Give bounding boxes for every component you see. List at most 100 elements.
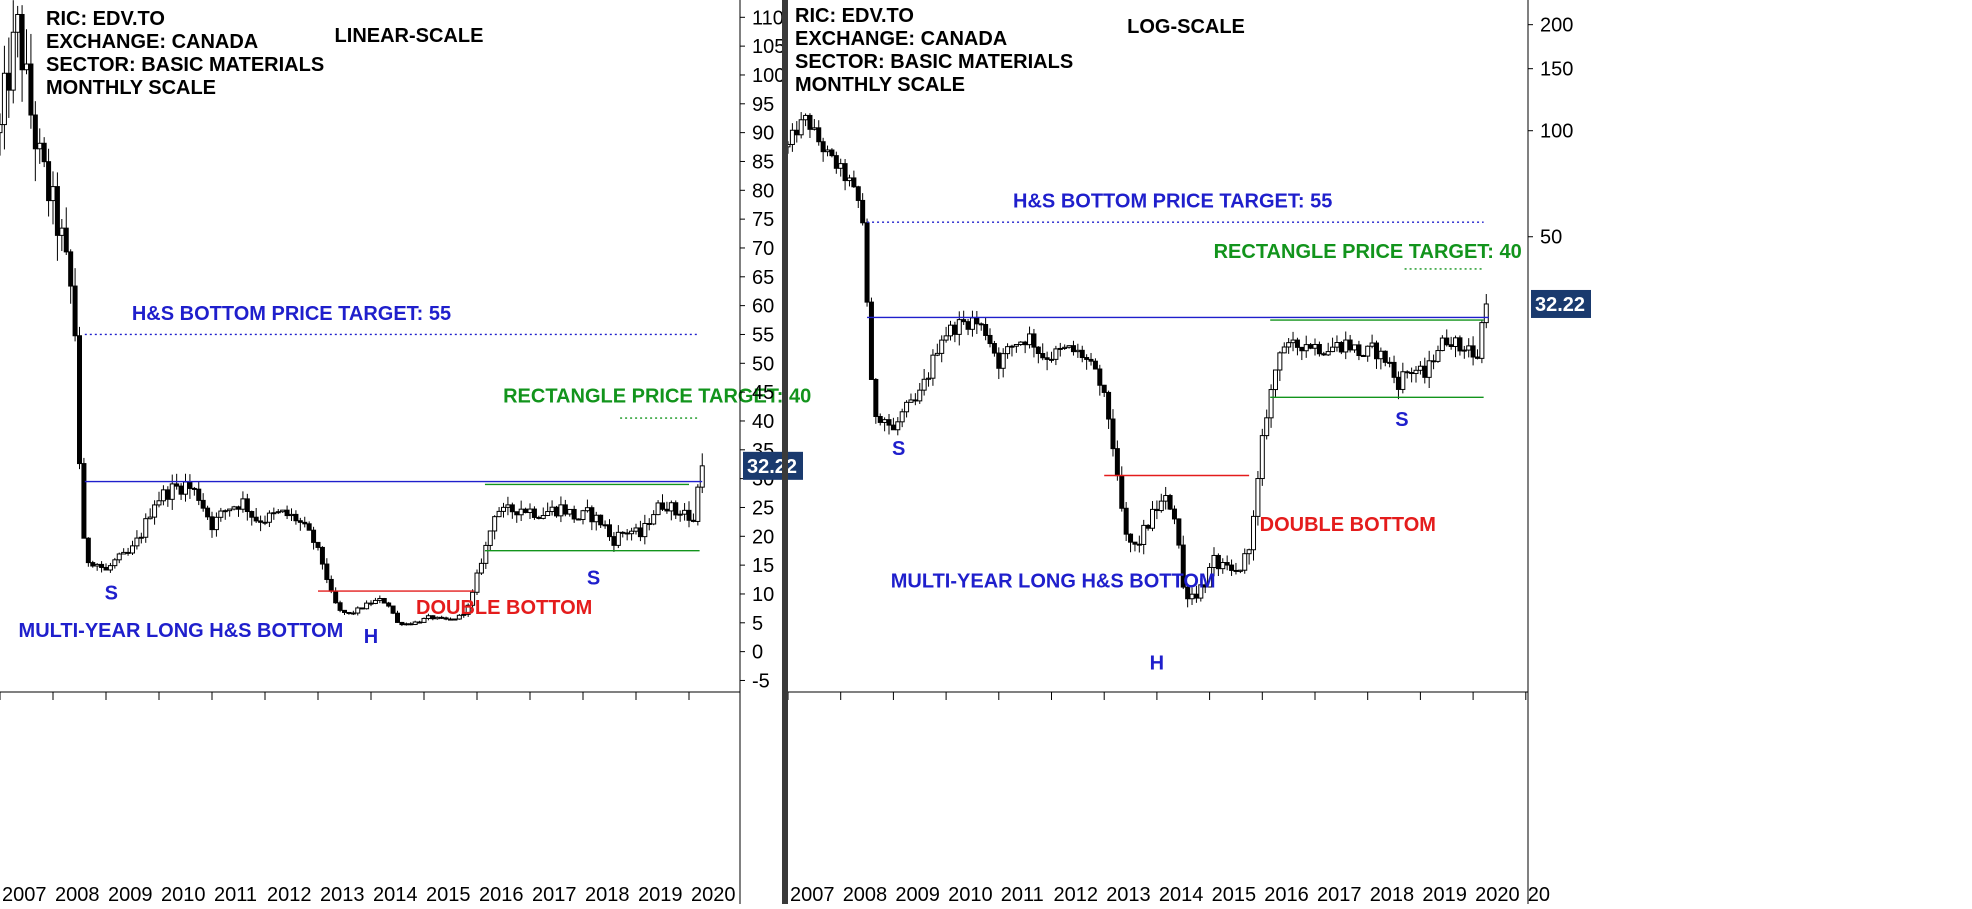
candle: [602, 520, 608, 529]
candle-body: [646, 522, 652, 525]
candle-body: [1237, 569, 1243, 572]
linear-annotation: MULTI-YEAR LONG H&S BOTTOM: [19, 620, 344, 642]
candle-body: [531, 508, 537, 518]
log-info-line: RIC: EDV.TO: [795, 5, 914, 27]
candle-body: [165, 489, 171, 500]
candle-body: [1479, 322, 1485, 359]
candle: [646, 518, 652, 531]
candle: [1163, 486, 1169, 510]
candle-body: [567, 508, 573, 515]
candle-body: [642, 522, 648, 538]
candle-body: [996, 352, 1002, 369]
candle: [690, 513, 696, 523]
candle: [562, 499, 568, 517]
candle-body: [112, 559, 118, 567]
log-info-line: MONTHLY SCALE: [795, 74, 965, 96]
candle-body: [244, 498, 250, 513]
linear-y-tick-label: 20: [752, 526, 774, 548]
candle-body: [68, 251, 74, 287]
candle: [1119, 466, 1125, 512]
linear-y-tick-label: 95: [752, 94, 774, 116]
candle-body: [912, 399, 918, 402]
candle: [1439, 335, 1445, 352]
candle-body: [1005, 346, 1011, 355]
candle-body: [81, 463, 87, 539]
candle: [1215, 553, 1221, 577]
candle-body: [1325, 351, 1331, 356]
candle-body: [1453, 337, 1459, 347]
candle-body: [1435, 350, 1441, 362]
candle: [1013, 343, 1019, 353]
log-x-tick-label: 2019: [1422, 884, 1467, 904]
candle-body: [24, 63, 29, 71]
candle: [346, 611, 352, 615]
candle-body: [1084, 357, 1090, 360]
candle-body: [28, 63, 34, 116]
log-panel: H&S BOTTOM PRICE TARGET: 55 RECTANGLE PRI…: [787, 0, 1591, 906]
candle: [196, 481, 202, 506]
candle-body: [1053, 348, 1059, 360]
candle-body: [337, 602, 343, 611]
candle-body: [1022, 341, 1028, 346]
linear-chart-title: LINEAR-SCALE: [335, 25, 484, 47]
candle-body: [1167, 495, 1173, 510]
candle: [1057, 342, 1063, 357]
candle-body: [509, 504, 515, 513]
candle-body: [501, 506, 506, 512]
candle-body: [130, 545, 135, 554]
candle: [838, 158, 844, 177]
candle-body: [1409, 372, 1415, 375]
candle: [417, 620, 423, 624]
linear-x-tick-label: 2017: [532, 884, 577, 904]
log-info-line: SECTOR: BASIC MATERIALS: [795, 51, 1073, 73]
linear-y-tick-label: 100: [752, 65, 785, 87]
log-x-tick-label: 2017: [1317, 884, 1362, 904]
candle: [540, 507, 546, 520]
candle: [306, 521, 312, 531]
candle-body: [593, 514, 599, 523]
candle: [1110, 409, 1116, 457]
candle: [191, 486, 197, 496]
log-x-tick-label: 2010: [948, 884, 993, 904]
candle-body: [280, 509, 286, 513]
candle: [1185, 584, 1191, 608]
candle: [943, 326, 949, 343]
candle: [873, 378, 879, 424]
candle-body: [1128, 533, 1134, 543]
candle-body: [1242, 553, 1248, 571]
candle-body: [576, 518, 582, 521]
candle: [236, 505, 241, 517]
candle-body: [1255, 478, 1261, 517]
linear-annotation: S: [105, 583, 118, 605]
candle-body: [1474, 356, 1480, 359]
candle: [1391, 355, 1397, 384]
candle: [956, 311, 962, 346]
candle: [1343, 331, 1349, 360]
candle-body: [1417, 365, 1423, 371]
candle: [297, 517, 303, 531]
candle-body: [908, 399, 914, 403]
linear-y-tick-label: 60: [752, 296, 774, 318]
candle: [620, 531, 626, 538]
candle: [598, 514, 604, 528]
candle-body: [1101, 384, 1107, 393]
candle: [811, 119, 817, 131]
candle: [1409, 367, 1415, 383]
linear-info-line: MONTHLY SCALE: [46, 77, 216, 99]
candle: [103, 563, 109, 571]
candle-body: [798, 119, 804, 136]
candle: [615, 525, 621, 549]
log-last-price-bg: [1531, 289, 1591, 318]
candle: [1246, 548, 1252, 565]
log-annotation: MULTI-YEAR LONG H&S BOTTOM: [891, 570, 1216, 592]
candle: [474, 569, 480, 596]
candle: [1, 45, 7, 150]
candle: [816, 120, 822, 146]
candle-body: [1189, 593, 1195, 600]
candle-body: [1316, 343, 1322, 355]
candle-body: [943, 335, 949, 341]
candle-body: [788, 143, 791, 148]
candle: [912, 393, 918, 406]
candle: [293, 510, 299, 525]
candle: [593, 511, 599, 531]
